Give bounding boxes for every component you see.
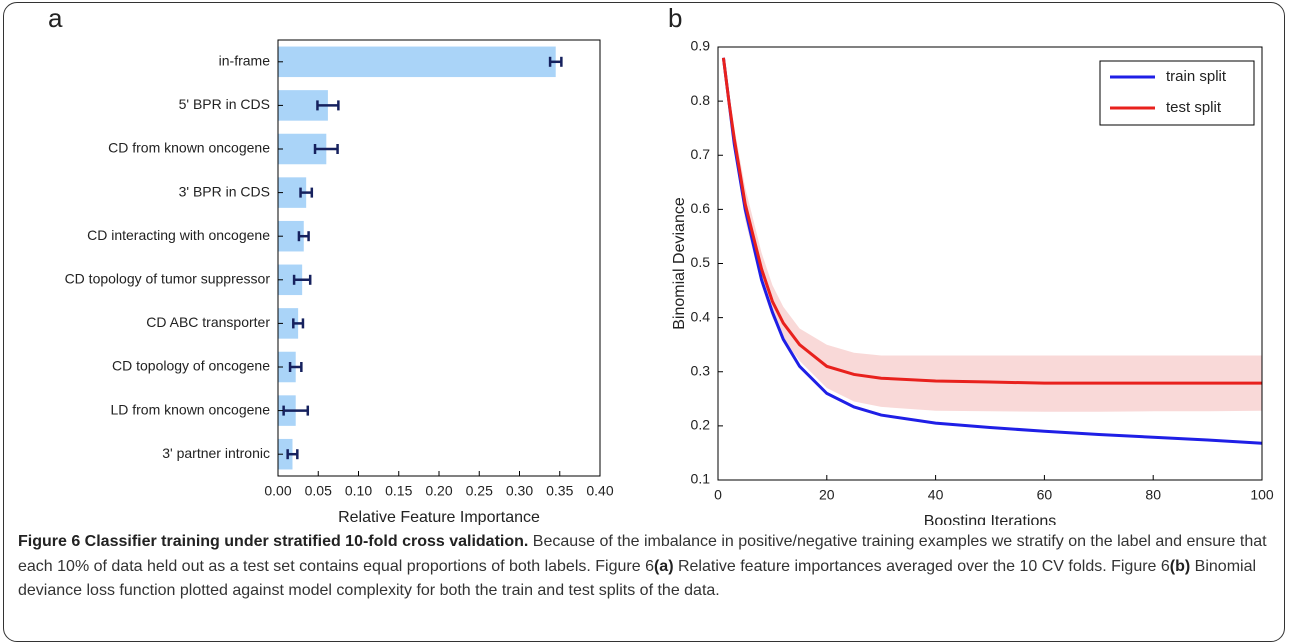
y-tick-label: CD topology of oncogene	[112, 358, 270, 374]
y-tick-label: 3' partner intronic	[162, 445, 270, 461]
caption-text: Relative feature importances averaged ov…	[673, 557, 1170, 575]
y-tick-label: 5' BPR in CDS	[179, 96, 270, 112]
x-tick-label: 0.30	[506, 483, 533, 499]
x-tick-label: 0.25	[466, 483, 493, 499]
error-bar	[316, 100, 340, 111]
bar	[278, 351, 296, 383]
x-tick-label: 0.00	[264, 483, 291, 499]
y-axis-label: Binomial Deviance	[671, 197, 688, 330]
y-tick-label: 3' BPR in CDS	[179, 183, 270, 199]
bar	[278, 438, 293, 470]
x-tick-label: 40	[928, 487, 944, 503]
error-bar	[297, 231, 310, 242]
error-bar	[548, 56, 563, 67]
legend-label: test split	[1166, 99, 1222, 116]
series-line	[721, 57, 1262, 385]
x-axis-label: Relative Feature Importance	[338, 509, 540, 525]
error-bar	[292, 274, 312, 285]
y-tick-label: CD interacting with oncogene	[87, 227, 270, 243]
y-tick-label: 0.5	[691, 254, 711, 270]
error-bar	[313, 144, 339, 154]
error-bar	[299, 187, 314, 198]
y-tick-label: 0.9	[691, 38, 711, 54]
bar	[278, 308, 299, 339]
x-tick-label: 100	[1250, 487, 1274, 503]
x-tick-label: 0.15	[385, 483, 412, 499]
y-tick-label: LD from known oncogene	[110, 401, 270, 417]
error-bar	[288, 362, 303, 372]
y-tick-label: 0.8	[691, 92, 711, 108]
confidence-band	[723, 57, 1262, 412]
x-tick-label: 0.05	[305, 483, 332, 499]
caption-text: Binomial deviance loss function plotted …	[18, 557, 1257, 600]
x-tick-label: 0	[714, 487, 722, 503]
y-tick-label: 0.2	[691, 417, 711, 433]
y-tick-label: 0.4	[691, 308, 711, 324]
caption-text: (b)	[1169, 557, 1191, 575]
caption-text: (a)	[653, 557, 674, 575]
y-tick-label: 0.6	[691, 200, 711, 216]
bar	[278, 46, 556, 78]
error-bar	[286, 449, 299, 460]
x-tick-label: 60	[1037, 487, 1053, 503]
y-tick-label: CD topology of tumor suppressor	[65, 271, 271, 287]
caption-text: Because of the imbalance in positive/neg…	[18, 533, 1267, 575]
y-tick-label: 0.1	[691, 471, 711, 487]
y-tick-label: 0.3	[691, 362, 711, 378]
page: a in-frame 5' BPR in CDS CD from known onco…	[3, 2, 1285, 642]
caption: Figure 6 Classifier training under strat…	[18, 530, 1273, 604]
legend-box	[1099, 60, 1255, 126]
x-tick-label: 0.35	[546, 483, 573, 499]
plot-frame	[717, 46, 1263, 481]
y-tick-label: CD from known oncogene	[108, 140, 270, 156]
figure: a in-frame 5' BPR in CDS CD from known onco…	[48, 3, 1274, 525]
x-tick-label: 80	[1145, 487, 1161, 503]
panel-label: b	[668, 3, 682, 33]
panel-label: a	[48, 3, 63, 33]
error-bar	[282, 405, 310, 416]
legend-label: train split	[1166, 68, 1227, 85]
x-axis-label: Boosting Iterations	[924, 513, 1057, 525]
y-tick-label: CD ABC transporter	[146, 314, 270, 330]
x-tick-label: 0.40	[586, 483, 613, 499]
y-tick-label: in-frame	[219, 53, 271, 69]
x-tick-label: 0.10	[345, 483, 372, 499]
caption-title: Figure 6 Classifier training under strat…	[18, 533, 529, 550]
plot-frame	[277, 39, 601, 477]
x-tick-label: 20	[819, 487, 835, 503]
x-tick-label: 0.20	[425, 483, 452, 499]
error-bar	[292, 318, 305, 329]
y-tick-label: 0.7	[691, 146, 711, 162]
